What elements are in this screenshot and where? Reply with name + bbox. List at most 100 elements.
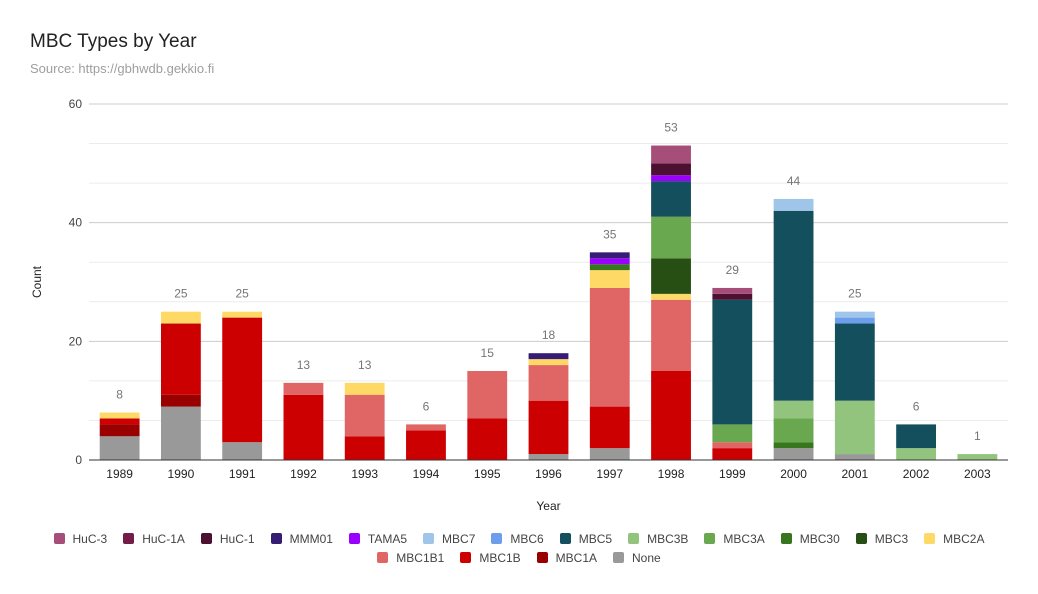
legend-label: MBC30 <box>799 531 840 546</box>
legend-item: HuC-3 <box>53 532 107 546</box>
legend-label: MBC7 <box>442 531 476 546</box>
y-axis-title: Count <box>30 265 44 298</box>
bar-segment-tama5 <box>589 258 630 265</box>
bar-total-label: 13 <box>297 358 311 372</box>
legend-label: HuC-1 <box>219 531 255 546</box>
bar-segment-none <box>773 448 814 460</box>
bar-segment-mbc2a <box>344 382 385 395</box>
bar-segment-none <box>99 436 140 460</box>
bar-total-label: 18 <box>542 328 556 342</box>
legend-swatch <box>613 552 625 563</box>
bar-segment-mbc1a <box>160 394 201 407</box>
bar-segment-huc-3 <box>712 287 753 294</box>
bar-segment-mbc5 <box>773 210 814 401</box>
bar-segment-mbc1b1 <box>283 382 324 395</box>
legend-swatch <box>53 533 65 544</box>
bar-segment-mbc1b <box>467 418 508 460</box>
legend-swatch <box>270 533 282 544</box>
x-axis-title: Year <box>536 499 560 513</box>
legend-item: MBC1B <box>460 550 521 565</box>
x-tick-label: 2002 <box>903 467 930 481</box>
x-tick-label: 1993 <box>351 467 378 481</box>
bar-segment-mbc1b <box>651 371 691 460</box>
legend-swatch <box>780 533 792 544</box>
legend-label: MMM01 <box>289 531 333 546</box>
legend-item: MBC3B <box>628 532 688 546</box>
legend-label: MBC1B <box>479 550 521 565</box>
bar-segment-mbc1b1 <box>406 424 446 431</box>
stacked-bar-chart: 0 20 40 60 8 1989 25 1990 25 1991 13 1992 13 1993 6 199… <box>30 97 1008 513</box>
legend-label: MBC2A <box>943 531 985 546</box>
legend-item: MBC3 <box>855 531 909 546</box>
bar-total-label: 13 <box>358 358 372 372</box>
x-tick-label: 2003 <box>964 467 991 481</box>
bar-segment-huc-1 <box>712 293 753 300</box>
bar-segment-mbc1b <box>528 400 569 455</box>
legend-item: MBC6 <box>491 532 544 546</box>
bar-segment-mmm01 <box>589 252 630 259</box>
bar-segment-mbc1b1 <box>528 365 569 401</box>
legend-swatch <box>423 533 435 544</box>
bar-total-label: 8 <box>116 388 123 402</box>
bar-segment-mbc1b <box>589 406 630 449</box>
legend-swatch <box>460 552 472 563</box>
bar-segment-mbc5 <box>834 323 875 401</box>
y-tick-label: 60 <box>69 97 83 111</box>
bar-total-label: 35 <box>603 227 617 241</box>
bar-segment-mbc3b <box>896 448 937 460</box>
bar-total-label: 6 <box>913 399 920 413</box>
bar-segment-mbc1b1 <box>467 371 508 419</box>
bar-segment-mbc6 <box>834 317 875 324</box>
legend-label: TAMA5 <box>367 531 408 546</box>
bar-segment-mbc1b1 <box>589 287 630 407</box>
bar-segment-huc-3 <box>651 145 691 164</box>
legend-label: MBC3 <box>874 531 909 546</box>
bar-segment-mbc1b <box>344 436 385 460</box>
bar-segment-mbc1b1 <box>712 442 753 449</box>
bar-segment-mbc1b1 <box>651 299 691 371</box>
legend-item: MBC5 <box>559 532 612 546</box>
chart-legend: HuC-3 HuC-1A HuC-1 MMM01 TAMA5 MBC7 MBC6 MBC5 MB… <box>0 529 1038 567</box>
bar-segment-mbc3b <box>773 400 814 419</box>
bar-segment-mbc1b <box>712 448 753 460</box>
bar-segment-mbc3a <box>651 216 691 259</box>
legend-label: HuC-1A <box>142 531 185 546</box>
bar-segment-mbc30 <box>589 264 630 271</box>
y-tick-label: 40 <box>69 216 83 230</box>
bar-segment-mbc3a <box>712 424 753 443</box>
legend-item: MBC3A <box>704 532 765 546</box>
y-tick-label: 0 <box>75 453 82 467</box>
x-tick-label: 1999 <box>719 467 746 481</box>
legend-label: None <box>632 550 661 565</box>
bar-total-label: 15 <box>481 346 495 360</box>
bar-segment-mbc1b1 <box>344 394 385 437</box>
bar-segment-none <box>589 448 630 460</box>
bar-segment-mbc1b <box>283 394 324 460</box>
bar-total-label: 44 <box>787 174 801 188</box>
legend-item: MBC1A <box>536 551 597 565</box>
legend-item: HuC-1 <box>200 531 255 546</box>
bar-segment-mbc1b <box>222 317 263 443</box>
bar-segment-mbc2a <box>651 293 691 300</box>
legend-swatch <box>491 533 503 544</box>
legend-swatch <box>536 552 548 563</box>
bar-segment-mbc5 <box>651 181 691 217</box>
legend-label: MBC1B1 <box>396 550 445 565</box>
y-tick-label: 20 <box>69 334 83 348</box>
legend-swatch <box>348 533 360 544</box>
x-tick-label: 1995 <box>474 467 501 481</box>
bar-segment-mbc7 <box>773 198 814 211</box>
x-tick-label: 1998 <box>658 467 685 481</box>
bar-segment-mbc2a <box>160 311 201 324</box>
legend-swatch <box>377 552 389 563</box>
bar-segment-mbc30 <box>773 442 814 449</box>
bar-segment-mbc1b <box>99 418 140 425</box>
x-tick-label: 1992 <box>290 467 317 481</box>
x-tick-label: 1994 <box>413 467 440 481</box>
legend-label: MBC3B <box>647 531 689 546</box>
legend-item: MBC1B1 <box>377 551 444 565</box>
bar-total-label: 53 <box>664 121 678 135</box>
bar-segment-none <box>834 454 875 460</box>
bar-segment-none <box>528 454 569 460</box>
x-tick-label: 1996 <box>535 467 562 481</box>
